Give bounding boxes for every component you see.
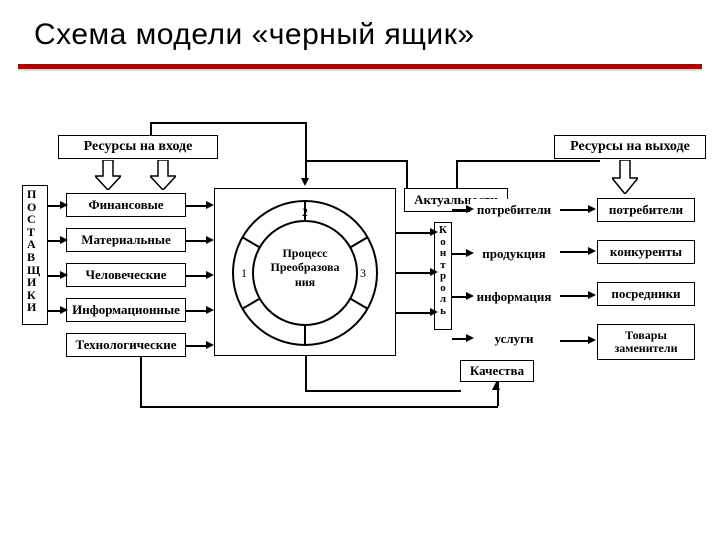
input-material: Материальные: [66, 228, 186, 252]
right-substitutes: Товары заменители: [597, 324, 695, 360]
input-financ: Финансовые: [66, 193, 186, 217]
v-char: И: [27, 276, 36, 289]
seg-num-2: 2: [302, 205, 308, 220]
output-resources-header: Ресурсы на выходе: [554, 135, 706, 159]
c-char: К: [439, 225, 447, 237]
v-char: В: [27, 251, 35, 264]
out-consumers: потребители: [470, 199, 558, 221]
process-l3: ния: [264, 275, 346, 289]
input-resources-header: Ресурсы на входе: [58, 135, 218, 159]
quality-box: Качества: [460, 360, 534, 382]
out-services: услуги: [470, 328, 558, 350]
arrow-output-down: [612, 160, 638, 194]
input-human: Человеческие: [66, 263, 186, 287]
arrow-input-down-1: [95, 160, 121, 190]
suppliers-vertical: П О С Т А В Щ И К И: [22, 185, 48, 325]
c-char: н: [440, 248, 446, 260]
input-info: Информационные: [66, 298, 186, 322]
right-mediators: посредники: [597, 282, 695, 306]
input-tech: Технологические: [66, 333, 186, 357]
right-competitors: конкуренты: [597, 240, 695, 264]
process-l2: Преобразова: [264, 260, 346, 274]
seg-num-3: 3: [360, 266, 366, 281]
out-info: информация: [470, 286, 558, 308]
out-products: продукция: [470, 243, 558, 265]
v-char: И: [27, 301, 36, 314]
divider-gray: [18, 69, 702, 71]
process-l1: Процесс: [264, 246, 346, 260]
process-label: Процесс Преобразова ния: [264, 246, 346, 289]
c-char: р: [440, 271, 446, 283]
v-char: С: [27, 213, 36, 226]
c-char: ь: [440, 306, 446, 318]
v-char: П: [27, 188, 36, 201]
seg-num-1: 1: [241, 266, 247, 281]
arrow-input-down-2: [150, 160, 176, 190]
right-consumers: потребители: [597, 198, 695, 222]
page-title: Схема модели «черный ящик»: [34, 18, 475, 52]
